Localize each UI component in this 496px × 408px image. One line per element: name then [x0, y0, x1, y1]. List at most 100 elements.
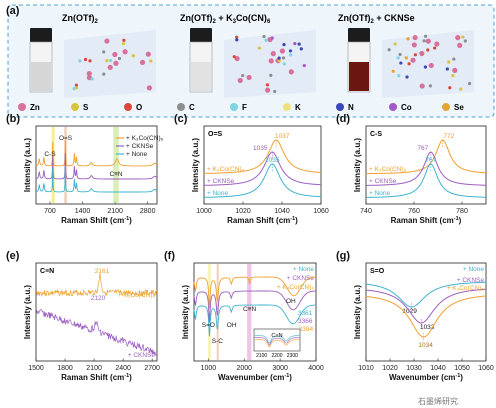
- legend-swatch: [71, 103, 79, 111]
- x-tick-label: 2100: [86, 365, 102, 372]
- atom: [288, 53, 293, 57]
- legend-entry: + K₃Co(CN)₆: [277, 284, 315, 291]
- atom: [463, 39, 467, 43]
- x-tick-label: 1020: [382, 365, 398, 372]
- atom: [74, 83, 79, 87]
- title-1: Zn(OTf)2: [62, 13, 98, 25]
- atom: [112, 51, 118, 58]
- chart-title: S=O: [370, 268, 385, 275]
- atom: [88, 59, 92, 63]
- series-line: [204, 139, 322, 174]
- chart-title: C-S: [370, 131, 382, 138]
- x-tick-label: 2000: [236, 365, 252, 372]
- atom: [246, 74, 252, 81]
- series-label: + None: [207, 190, 229, 197]
- x-tick-label: 1050: [454, 365, 470, 372]
- atom: [411, 42, 417, 48]
- inset-line: [254, 338, 301, 348]
- inset-tick-label: 2300: [287, 353, 298, 359]
- band-label: C≡N: [243, 306, 256, 313]
- legend-s: S: [71, 103, 89, 112]
- atom: [122, 49, 128, 55]
- series-label: + None: [369, 190, 391, 197]
- legend-zn: Zn: [18, 103, 40, 112]
- series-label: + None: [463, 266, 485, 273]
- legend-swatch: [18, 103, 26, 111]
- atom: [107, 64, 113, 71]
- atom: [425, 38, 431, 44]
- band-label: O=S: [59, 135, 73, 142]
- atom: [288, 69, 294, 75]
- band-label: C≡N: [109, 171, 122, 178]
- atom: [113, 60, 119, 66]
- atom: [423, 34, 428, 38]
- x-tick-label: 760: [408, 208, 420, 215]
- atom: [277, 56, 281, 60]
- legend-swatch: [389, 103, 397, 111]
- band-label: OH: [227, 322, 237, 329]
- legend-swatch: [124, 103, 132, 111]
- atom-legend: Zn S O C F K N Co Se: [18, 103, 464, 112]
- atom: [299, 47, 303, 51]
- atom: [104, 38, 110, 44]
- vial-cap: [30, 28, 52, 42]
- atom: [282, 62, 286, 66]
- x-tick-label: 1060: [478, 365, 494, 372]
- legend-entry: + CKNSe: [287, 275, 315, 282]
- x-tick-label: 1000: [196, 208, 212, 215]
- atom: [265, 83, 270, 87]
- panel-b-letter: (b): [6, 113, 20, 125]
- series-line: [366, 139, 487, 175]
- x-tick-label: 1040: [274, 208, 290, 215]
- panel-f: (f) 1000 2000 3000 4000 Wavenumber (cm-1) Inte…: [164, 250, 324, 382]
- series-line: [204, 151, 321, 186]
- atom: [397, 74, 401, 78]
- plot-frame: [35, 125, 158, 205]
- title-2: Zn(OTf)2 + K3Co(CN)6: [180, 13, 271, 25]
- y-axis-title: Intensity (a.u.): [23, 285, 32, 340]
- vial-liquid: [191, 62, 211, 91]
- panel-d-letter: (d): [336, 113, 350, 125]
- atom: [398, 52, 402, 57]
- band-label: C-S: [44, 151, 56, 158]
- atom: [131, 54, 135, 58]
- legend-entry: + None: [293, 266, 315, 273]
- series-line: [366, 163, 486, 198]
- atom: [269, 73, 273, 77]
- series-line: [193, 290, 316, 323]
- atom: [72, 86, 76, 91]
- x-tick-label: 700: [44, 208, 56, 215]
- peak-label: 2161: [95, 268, 110, 275]
- atom: [270, 51, 276, 57]
- atom: [273, 89, 277, 94]
- peak-label: 3361: [298, 310, 313, 317]
- vial-cap: [190, 28, 212, 42]
- series-label: + K₃Co(CN)₆: [369, 166, 407, 173]
- atom: [387, 48, 391, 52]
- x-tick-label: 2100: [107, 208, 123, 215]
- atom: [74, 86, 79, 90]
- atom: [262, 34, 266, 39]
- atom: [459, 87, 463, 91]
- atom: [109, 58, 113, 63]
- atom: [264, 87, 271, 93]
- atom: [149, 59, 153, 63]
- series-label: + CKNSe: [457, 277, 485, 284]
- series-label: + K₃Co(CN)₆: [207, 166, 245, 173]
- legend-entry: + K₃Co(CN)₆: [126, 135, 164, 142]
- peak-label: 767: [425, 157, 436, 164]
- band-label: S=O: [202, 322, 215, 329]
- x-tick-label: 1020: [235, 208, 251, 215]
- y-axis-title: Intensity (a.u.): [181, 285, 190, 340]
- atom: [293, 42, 297, 46]
- legend-k: K: [283, 103, 301, 112]
- atom: [282, 43, 286, 47]
- legend-entry: + CKNSe: [126, 143, 154, 150]
- atom: [422, 39, 426, 43]
- peak-label: 2120: [91, 295, 106, 302]
- y-axis-title: Intensity (a.u.): [23, 138, 32, 193]
- band-highlight: [208, 264, 211, 360]
- atom: [428, 84, 432, 88]
- atom: [102, 72, 106, 76]
- legend-label: O: [136, 103, 142, 112]
